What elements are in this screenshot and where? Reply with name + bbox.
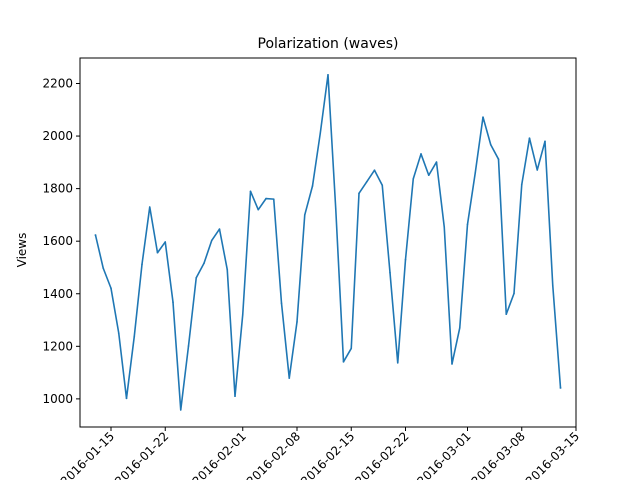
data-point xyxy=(435,161,438,163)
plot-series xyxy=(94,74,562,411)
data-point xyxy=(427,174,430,177)
data-point xyxy=(520,183,523,186)
data-point xyxy=(466,223,469,226)
data-point xyxy=(458,327,461,329)
y-tick-label: 1800 xyxy=(42,182,73,196)
data-point xyxy=(443,226,446,228)
data-point xyxy=(311,185,314,187)
data-point xyxy=(179,409,182,411)
data-point xyxy=(551,284,554,287)
data-point xyxy=(389,271,391,274)
data-point xyxy=(110,287,112,290)
y-tick-label: 2200 xyxy=(42,76,73,90)
data-point xyxy=(117,332,120,334)
data-point xyxy=(420,153,422,155)
data-point xyxy=(102,267,105,270)
data-point xyxy=(234,395,236,398)
plot-frame xyxy=(79,57,577,428)
y-tick-label: 1000 xyxy=(42,392,73,406)
data-point xyxy=(319,132,322,135)
data-point xyxy=(327,74,329,76)
y-tick-label: 1400 xyxy=(42,287,73,301)
y-tick-label: 2000 xyxy=(42,129,73,143)
data-point xyxy=(358,192,360,195)
data-point xyxy=(412,178,415,180)
y-axis: 1000 1200 1400 1600 1800 2000 2200 xyxy=(42,76,80,406)
data-point xyxy=(172,301,174,303)
data-point xyxy=(365,180,368,183)
chart-title: Polarization (waves) xyxy=(258,36,399,52)
data-point xyxy=(296,321,298,323)
data-point xyxy=(210,239,213,242)
data-point xyxy=(342,361,345,363)
data-point xyxy=(133,335,136,338)
data-point xyxy=(404,258,407,261)
data-point xyxy=(218,228,221,230)
data-point xyxy=(489,143,492,146)
data-point xyxy=(373,169,376,172)
data-point xyxy=(334,208,337,210)
data-point xyxy=(203,262,205,265)
data-point xyxy=(474,172,477,174)
data-point xyxy=(497,158,500,160)
data-point xyxy=(257,208,260,211)
data-point xyxy=(536,169,539,171)
data-point xyxy=(241,313,244,316)
data-point xyxy=(94,234,97,236)
data-point xyxy=(125,397,128,400)
data-point xyxy=(396,362,399,364)
data-point xyxy=(528,137,531,139)
data-point xyxy=(350,347,353,350)
y-tick-label: 1200 xyxy=(42,339,73,353)
data-point xyxy=(249,190,252,193)
data-point xyxy=(482,116,484,118)
y-tick-label: 1600 xyxy=(42,234,73,248)
data-point xyxy=(164,241,167,243)
data-point xyxy=(148,206,151,208)
data-point xyxy=(280,302,283,305)
data-point xyxy=(226,268,229,271)
data-point xyxy=(544,140,546,143)
y-axis-label: Views xyxy=(15,233,29,268)
data-point xyxy=(141,263,143,266)
data-point xyxy=(187,345,190,347)
data-point xyxy=(505,313,508,316)
data-point xyxy=(156,251,159,254)
data-point xyxy=(559,387,562,389)
data-point xyxy=(265,197,267,200)
data-point xyxy=(303,214,306,216)
data-point xyxy=(272,198,275,200)
data-point xyxy=(381,184,384,187)
data-point xyxy=(288,377,291,379)
data-point xyxy=(195,276,198,279)
data-point xyxy=(513,292,515,295)
data-point xyxy=(451,363,453,365)
